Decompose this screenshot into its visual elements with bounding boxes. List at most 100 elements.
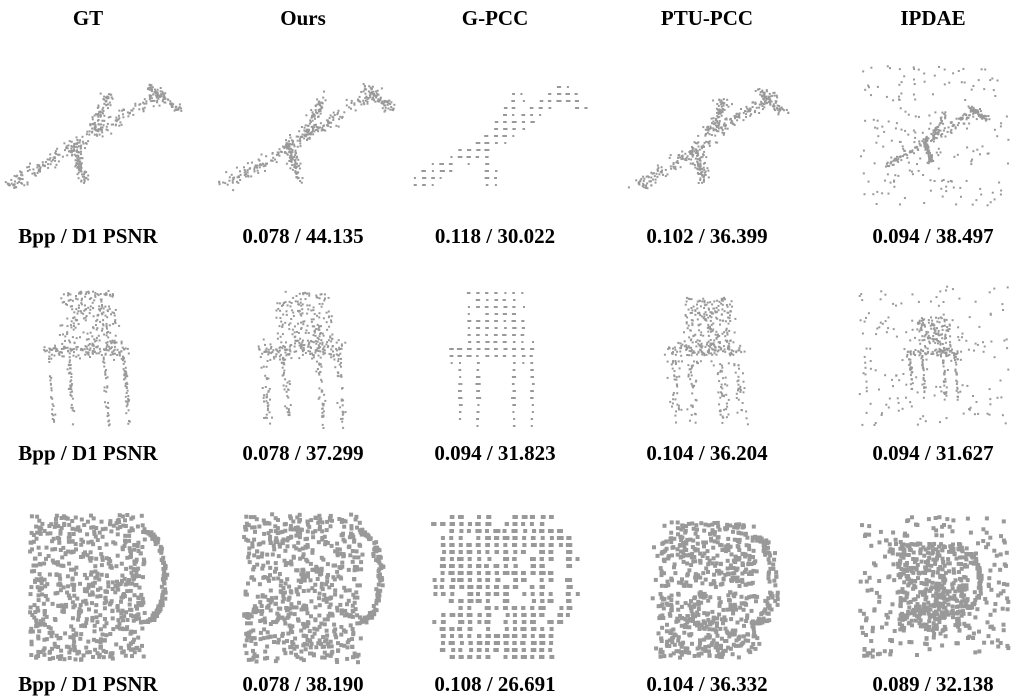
point bbox=[78, 637, 82, 641]
point bbox=[495, 142, 497, 144]
point bbox=[300, 322, 302, 324]
point bbox=[326, 321, 328, 323]
point bbox=[315, 343, 317, 345]
point bbox=[320, 357, 322, 359]
point bbox=[724, 298, 726, 300]
point bbox=[289, 412, 291, 414]
point bbox=[302, 134, 304, 136]
caption: 0.104 / 36.332 bbox=[646, 672, 767, 696]
point bbox=[266, 163, 268, 165]
point bbox=[109, 102, 111, 104]
point bbox=[66, 574, 70, 578]
point bbox=[61, 348, 63, 350]
point bbox=[66, 145, 68, 147]
point bbox=[245, 176, 247, 178]
point bbox=[703, 167, 705, 169]
point bbox=[73, 325, 75, 327]
point bbox=[970, 407, 972, 409]
point bbox=[978, 326, 980, 328]
point bbox=[120, 351, 122, 353]
point bbox=[726, 304, 728, 306]
point bbox=[512, 348, 514, 350]
point bbox=[937, 342, 939, 344]
point bbox=[68, 144, 70, 146]
point bbox=[76, 136, 78, 138]
point bbox=[966, 128, 968, 130]
point bbox=[107, 376, 109, 378]
point bbox=[334, 366, 336, 368]
point bbox=[309, 138, 311, 140]
point bbox=[305, 332, 307, 334]
point bbox=[324, 298, 326, 300]
point bbox=[289, 414, 291, 416]
point bbox=[744, 351, 746, 353]
point bbox=[365, 93, 367, 95]
point bbox=[727, 128, 729, 130]
point bbox=[295, 150, 297, 152]
point bbox=[728, 348, 730, 350]
point bbox=[52, 414, 54, 416]
point bbox=[725, 124, 727, 126]
point bbox=[119, 121, 121, 123]
point bbox=[95, 615, 99, 619]
point bbox=[286, 391, 288, 393]
point bbox=[125, 412, 127, 414]
point bbox=[78, 172, 80, 174]
point bbox=[103, 96, 105, 98]
point bbox=[272, 157, 274, 159]
point bbox=[315, 340, 317, 342]
point bbox=[713, 349, 715, 351]
point bbox=[289, 134, 291, 136]
point bbox=[859, 295, 861, 297]
point bbox=[109, 324, 111, 326]
point bbox=[695, 422, 697, 424]
point bbox=[975, 343, 977, 345]
point bbox=[918, 69, 920, 71]
point bbox=[103, 120, 105, 122]
point bbox=[943, 365, 945, 367]
point bbox=[895, 305, 897, 307]
point bbox=[532, 341, 534, 343]
point bbox=[289, 322, 291, 324]
point bbox=[114, 342, 116, 344]
point bbox=[1007, 163, 1009, 165]
point bbox=[133, 108, 135, 110]
point bbox=[67, 594, 71, 598]
point bbox=[121, 514, 125, 518]
point bbox=[911, 378, 913, 380]
point bbox=[478, 320, 480, 322]
point bbox=[947, 131, 949, 133]
point bbox=[672, 368, 674, 370]
point bbox=[991, 78, 993, 80]
point bbox=[513, 327, 515, 329]
point bbox=[939, 130, 941, 132]
point bbox=[935, 386, 937, 388]
point bbox=[271, 351, 273, 353]
point bbox=[882, 323, 884, 325]
point bbox=[909, 361, 911, 363]
point bbox=[919, 418, 921, 420]
point bbox=[680, 409, 682, 411]
point bbox=[477, 334, 479, 336]
point bbox=[132, 548, 136, 552]
point bbox=[940, 356, 942, 358]
point bbox=[713, 129, 715, 131]
point bbox=[337, 354, 339, 356]
point bbox=[977, 113, 979, 115]
point bbox=[75, 146, 77, 148]
point bbox=[713, 342, 715, 344]
point bbox=[486, 177, 488, 179]
point bbox=[866, 387, 868, 389]
point bbox=[477, 327, 479, 329]
point bbox=[752, 101, 754, 103]
point bbox=[118, 115, 120, 117]
point bbox=[38, 552, 42, 556]
point bbox=[69, 372, 71, 374]
point bbox=[53, 421, 55, 423]
point-cloud bbox=[218, 83, 395, 191]
point bbox=[128, 409, 130, 411]
point bbox=[715, 334, 717, 336]
point bbox=[717, 334, 719, 336]
point bbox=[272, 152, 274, 154]
point bbox=[341, 343, 343, 345]
